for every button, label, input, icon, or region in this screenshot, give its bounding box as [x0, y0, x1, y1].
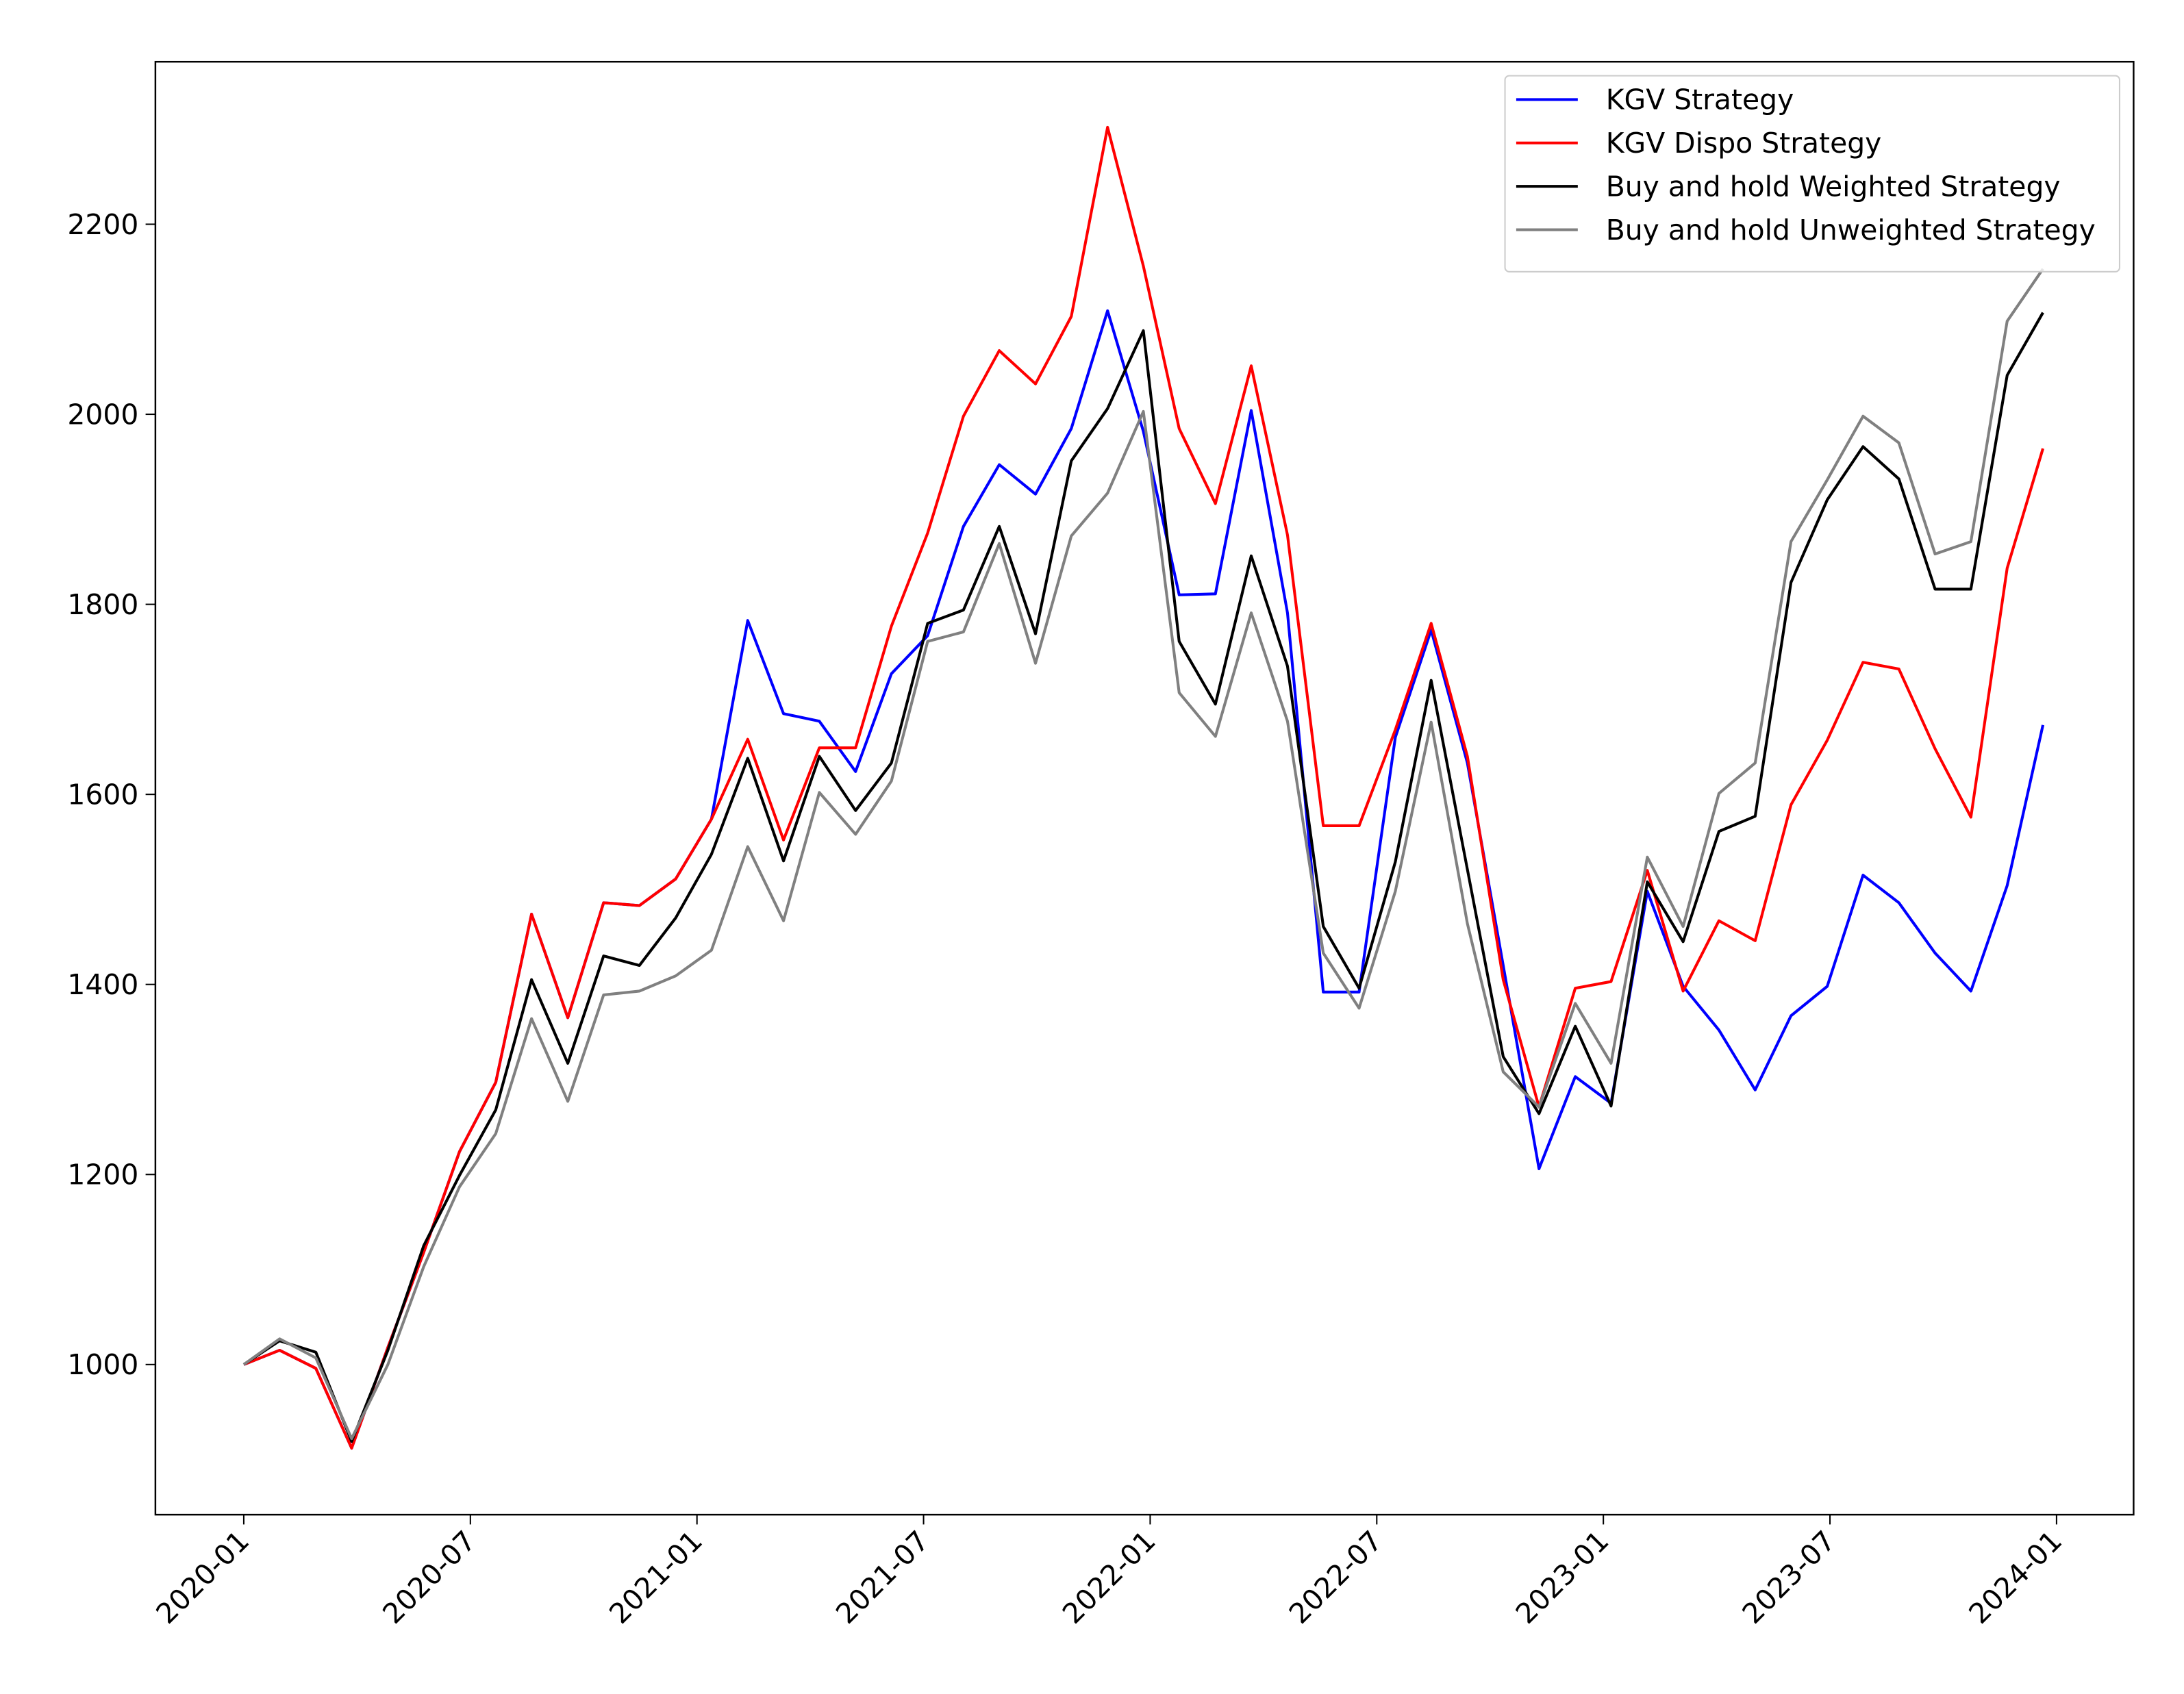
legend-label: Buy and hold Weighted Strategy [1606, 170, 2061, 203]
y-tick-label: 2000 [67, 398, 138, 431]
plot-frame [154, 60, 2135, 1516]
y-tick-label: 1200 [67, 1159, 138, 1191]
y-tick-label: 1400 [67, 968, 138, 1001]
legend-box [1504, 75, 2120, 273]
line-series [242, 312, 2044, 1443]
y-tick-label: 1000 [67, 1348, 138, 1381]
line-series [242, 268, 2044, 1441]
legend-label: KGV Strategy [1606, 84, 1794, 116]
legend-label: KGV Dispo Strategy [1606, 127, 1882, 160]
legend: KGV Strategy KGV Dispo Strategy Buy and ho… [1504, 75, 2120, 273]
y-tick-label: 1600 [67, 778, 138, 811]
line-series [243, 125, 2045, 1450]
legend-label: Buy and hold Unweighted Strategy [1606, 214, 2096, 246]
y-tick-label: 1800 [67, 588, 138, 621]
y-tick-label: 2200 [67, 208, 138, 241]
